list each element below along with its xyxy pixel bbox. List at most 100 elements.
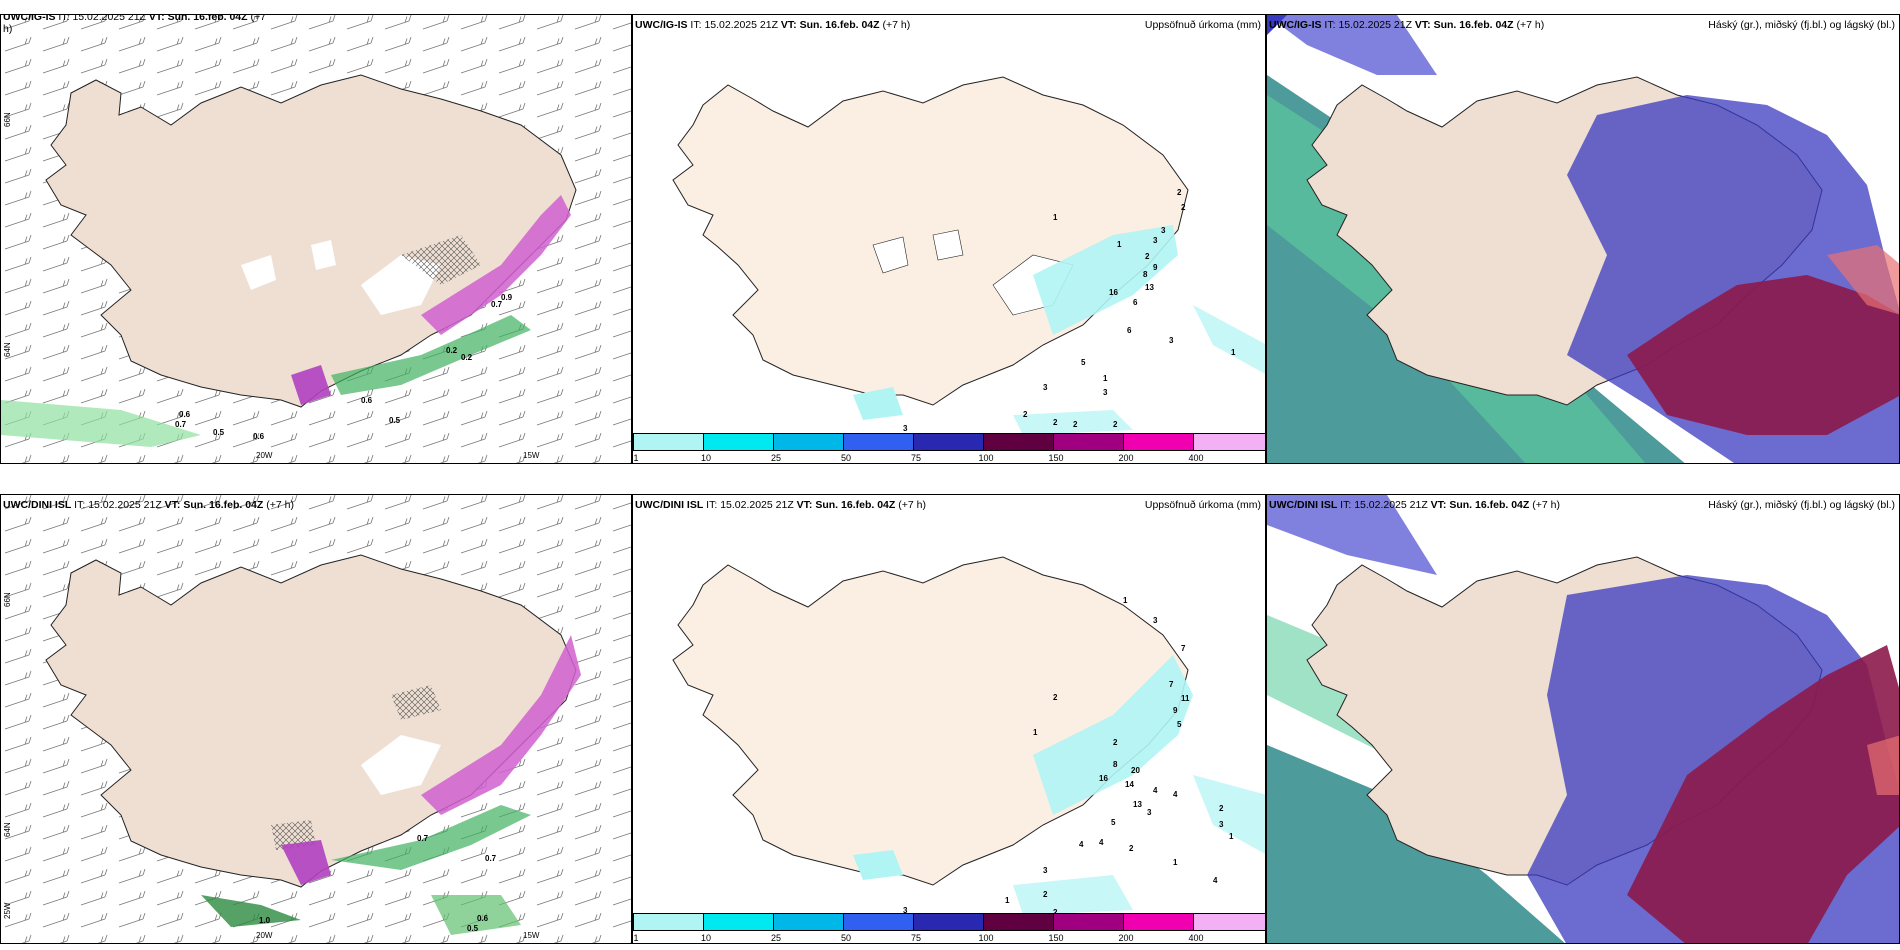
svg-text:0.5: 0.5 [213,428,225,437]
svg-text:3: 3 [903,906,908,915]
panel-top-right: UWC/IG-IS IT: 15.02.2025 21Z VT: Sun. 16… [1266,14,1900,464]
panel-title-right: Háský (gr.), miðský (fj.bl.) og lágský (… [1708,499,1895,511]
svg-text:4: 4 [1213,876,1218,885]
svg-text:0.6: 0.6 [253,432,265,441]
svg-text:2: 2 [1043,890,1048,899]
panel-title-right: Háský (gr.), miðský (fj.bl.) og lágský (… [1708,19,1895,31]
svg-text:0.2: 0.2 [446,346,458,355]
svg-text:2: 2 [1145,252,1150,261]
panel-header: UWC/IG-IS IT: 15.02.2025 21Z VT: Sun. 16… [1269,19,1545,31]
svg-text:2: 2 [1023,410,1028,419]
scale-tick: 10 [700,933,712,943]
svg-text:2: 2 [1053,693,1058,702]
svg-text:1: 1 [1173,858,1178,867]
scale-swatch [843,913,914,931]
svg-text:3: 3 [1043,866,1048,875]
scale-tick: 150 [1048,933,1064,943]
scale-tick: 75 [910,453,922,463]
svg-text:2: 2 [1177,188,1182,197]
svg-text:0.7: 0.7 [175,420,187,429]
svg-text:3: 3 [903,424,908,433]
scale-swatch [1123,913,1194,931]
svg-text:11: 11 [1181,694,1190,703]
lon-label-15w: 15W [523,451,540,460]
scale-tick: 400 [1188,933,1204,943]
scale-tick: 10 [700,453,712,463]
scale-tick: 75 [910,933,922,943]
scale-tick: 200 [1118,453,1134,463]
svg-text:3: 3 [1153,236,1158,245]
svg-text:3: 3 [1147,808,1152,817]
svg-text:9: 9 [1173,706,1178,715]
scale-swatch [633,433,704,451]
lon-label-20w: 20W [256,451,273,460]
svg-text:1: 1 [1053,213,1058,222]
svg-text:1: 1 [1103,374,1108,383]
svg-text:0.5: 0.5 [389,416,401,425]
svg-text:4: 4 [1173,790,1178,799]
panel-header: UWC/IG-IS IT: 15.02.2025 21Z VT: Sun. 16… [3,14,266,35]
svg-text:7: 7 [1181,644,1186,653]
svg-text:6: 6 [1127,326,1132,335]
lon-label-20w: 20W [256,931,273,940]
svg-text:4: 4 [1153,786,1158,795]
lon-label-15w: 15W [523,931,540,940]
lon-label-25w: 25W [3,902,12,919]
color-scale: 1 10 25 50 75 100 150 200 400 [633,433,1265,463]
scale-tick: 1 [633,933,639,943]
lat-label-66n: 66N [3,112,12,127]
svg-text:4: 4 [1079,840,1084,849]
svg-text:1: 1 [1033,728,1038,737]
panel-title-right: Uppsöfnuð úrkoma (mm) [1144,19,1261,31]
svg-text:1: 1 [1231,348,1236,357]
scale-swatch [1123,433,1194,451]
scale-tick: 150 [1048,453,1064,463]
scale-swatch [633,913,704,931]
scale-swatch [1053,433,1124,451]
svg-text:1: 1 [1005,896,1010,905]
scale-swatch [703,433,774,451]
scale-tick: 50 [840,933,852,943]
scale-swatch [983,433,1054,451]
svg-text:4: 4 [1099,838,1104,847]
lat-label-64n: 64N [3,342,12,357]
map-wind-top: 0.60.7 0.5 0.6 0.5 0.90.7 0.20.2 0.6 [1,15,631,463]
scale-swatch [703,913,774,931]
panel-header: UWC/DINI ISL IT: 15.02.2025 21Z VT: Sun.… [1269,499,1560,511]
svg-text:0.5: 0.5 [467,924,479,933]
scale-tick: 50 [840,453,852,463]
svg-text:2: 2 [1219,804,1224,813]
svg-text:3: 3 [1153,616,1158,625]
svg-text:8: 8 [1113,760,1118,769]
svg-text:2: 2 [1113,420,1118,429]
panel-header: UWC/IG-IS IT: 15.02.2025 21Z VT: Sun. 16… [635,19,911,31]
panel-bottom-left: 1.0 0.6 0.5 0.7 0.7 UWC/DINI ISL IT: 15.02… [0,494,632,944]
scale-swatch [1193,913,1265,931]
color-scale: 1 10 25 50 75 100 150 200 400 [633,913,1265,943]
svg-text:1.0: 1.0 [259,916,271,925]
svg-text:13: 13 [1145,283,1154,292]
svg-text:0.2: 0.2 [461,353,473,362]
svg-text:1: 1 [1117,240,1122,249]
panel-title-right: Uppsöfnuð úrkoma (mm) [1144,499,1261,511]
scale-swatch [843,433,914,451]
lat-label-66n: 66N [3,592,12,607]
map-wind-bottom: 1.0 0.60.5 0.7 0.7 [1,495,631,943]
scale-tick: 400 [1188,453,1204,463]
svg-text:0.6: 0.6 [361,396,373,405]
svg-text:1: 1 [1229,832,1234,841]
svg-text:16: 16 [1109,288,1118,297]
svg-text:5: 5 [1111,818,1116,827]
svg-text:1: 1 [1123,596,1128,605]
scale-swatch [1193,433,1265,451]
svg-text:2: 2 [1129,844,1134,853]
svg-text:2: 2 [1053,418,1058,427]
svg-text:5: 5 [1081,358,1086,367]
panel-header: UWC/DINI ISL IT: 15.02.2025 21Z VT: Sun.… [3,499,294,511]
panel-header: UWC/DINI ISL IT: 15.02.2025 21Z VT: Sun.… [635,499,926,511]
svg-text:7: 7 [1169,680,1174,689]
